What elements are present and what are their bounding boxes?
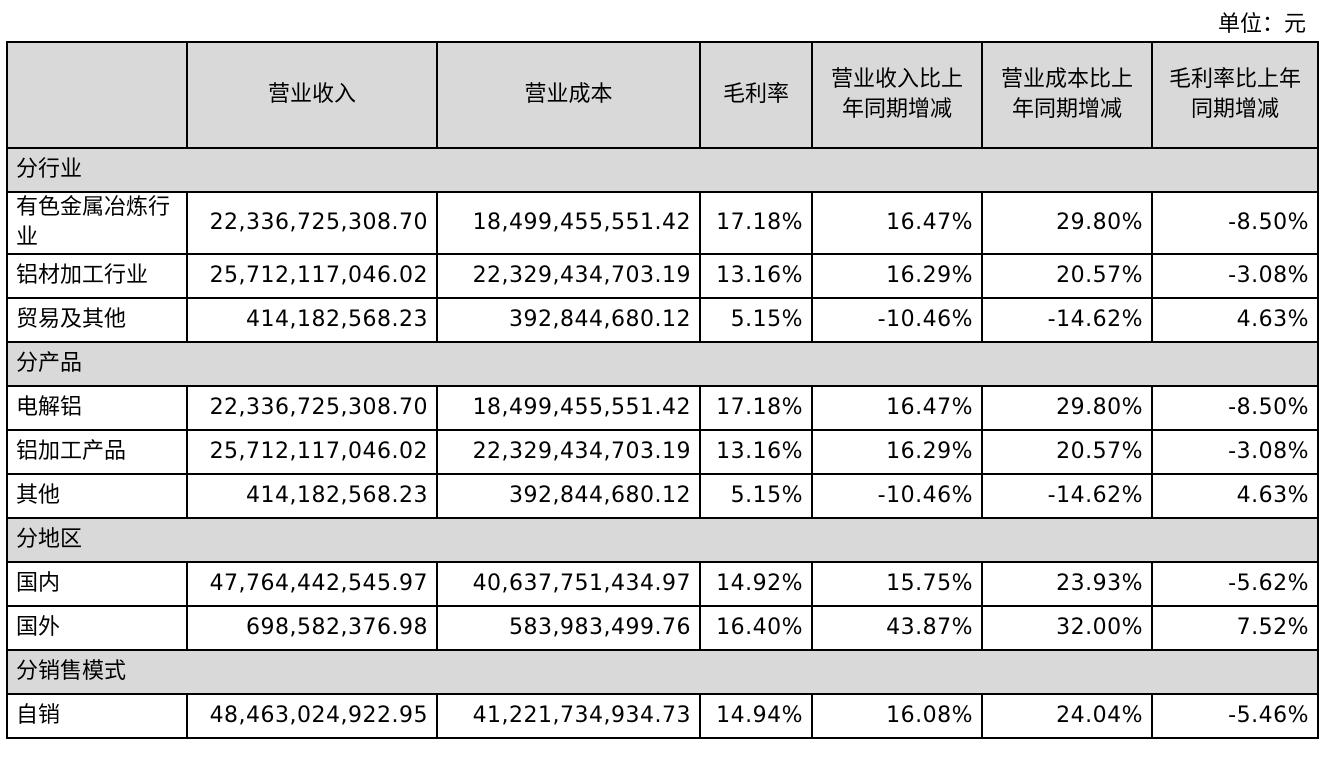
section-title: 分行业 (6, 147, 1319, 193)
gross-margin-cell: 17.18% (699, 385, 813, 431)
table-row: 电解铝 22,336,725,308.70 18,499,455,551.42 … (6, 385, 1319, 431)
section-row: 分产品 (6, 341, 1319, 387)
margin-yoy-cell: 4.63% (1151, 473, 1319, 519)
revenue-yoy-cell: 16.08% (811, 693, 983, 739)
row-label: 有色金属冶炼行业 (6, 191, 188, 255)
gross-margin-cell: 5.15% (699, 473, 813, 519)
unit-label: 单位：元 (1217, 12, 1306, 37)
margin-yoy-cell: -8.50% (1151, 191, 1319, 255)
row-label: 其他 (6, 473, 188, 519)
margin-yoy-cell: -3.08% (1151, 429, 1319, 475)
cost-yoy-cell: 29.80% (981, 385, 1153, 431)
row-label: 自销 (6, 693, 188, 739)
financial-table: 营业收入 营业成本 毛利率 营业收入比上年同期增减 营业成本比上年同期增减 毛利… (6, 41, 1319, 739)
row-label: 贸易及其他 (6, 297, 188, 343)
gross-margin-cell: 16.40% (699, 605, 813, 651)
row-label: 电解铝 (6, 385, 188, 431)
cost-yoy-cell: 23.93% (981, 561, 1153, 607)
revenue-cell: 698,582,376.98 (186, 605, 438, 651)
revenue-cell: 48,463,024,922.95 (186, 693, 438, 739)
cost-yoy-cell: -14.62% (981, 297, 1153, 343)
revenue-yoy-cell: 16.29% (811, 429, 983, 475)
row-label: 国内 (6, 561, 188, 607)
table-row: 贸易及其他 414,182,568.23 392,844,680.12 5.15… (6, 297, 1319, 343)
cost-cell: 392,844,680.12 (436, 473, 701, 519)
margin-yoy-cell: -5.46% (1151, 693, 1319, 739)
gross-margin-cell: 13.16% (699, 253, 813, 299)
header-cell-revenue: 营业收入 (186, 41, 438, 149)
cost-cell: 22,329,434,703.19 (436, 429, 701, 475)
revenue-yoy-cell: -10.46% (811, 473, 983, 519)
table-row: 铝材加工行业 25,712,117,046.02 22,329,434,703.… (6, 253, 1319, 299)
table-row: 有色金属冶炼行业 22,336,725,308.70 18,499,455,55… (6, 191, 1319, 255)
header-cell-gross-margin: 毛利率 (699, 41, 813, 149)
revenue-yoy-cell: 16.29% (811, 253, 983, 299)
row-label: 国外 (6, 605, 188, 651)
section-row: 分地区 (6, 517, 1319, 563)
margin-yoy-cell: -8.50% (1151, 385, 1319, 431)
cost-cell: 583,983,499.76 (436, 605, 701, 651)
cost-yoy-cell: 20.57% (981, 253, 1153, 299)
cost-yoy-cell: 29.80% (981, 191, 1153, 255)
revenue-cell: 414,182,568.23 (186, 473, 438, 519)
table-row: 其他 414,182,568.23 392,844,680.12 5.15% -… (6, 473, 1319, 519)
revenue-cell: 25,712,117,046.02 (186, 253, 438, 299)
revenue-cell: 414,182,568.23 (186, 297, 438, 343)
cost-cell: 41,221,734,934.73 (436, 693, 701, 739)
revenue-cell: 22,336,725,308.70 (186, 385, 438, 431)
cost-cell: 22,329,434,703.19 (436, 253, 701, 299)
table-row: 铝加工产品 25,712,117,046.02 22,329,434,703.1… (6, 429, 1319, 475)
gross-margin-cell: 13.16% (699, 429, 813, 475)
table-row: 国外 698,582,376.98 583,983,499.76 16.40% … (6, 605, 1319, 651)
cost-cell: 392,844,680.12 (436, 297, 701, 343)
margin-yoy-cell: 7.52% (1151, 605, 1319, 651)
cost-yoy-cell: -14.62% (981, 473, 1153, 519)
cost-yoy-cell: 20.57% (981, 429, 1153, 475)
header-cell-revenue-yoy: 营业收入比上年同期增减 (811, 41, 983, 149)
gross-margin-cell: 17.18% (699, 191, 813, 255)
revenue-yoy-cell: 16.47% (811, 191, 983, 255)
section-row: 分销售模式 (6, 649, 1319, 695)
gross-margin-cell: 14.92% (699, 561, 813, 607)
gross-margin-cell: 14.94% (699, 693, 813, 739)
cost-cell: 18,499,455,551.42 (436, 191, 701, 255)
header-row: 营业收入 营业成本 毛利率 营业收入比上年同期增减 营业成本比上年同期增减 毛利… (6, 41, 1319, 149)
margin-yoy-cell: -5.62% (1151, 561, 1319, 607)
revenue-yoy-cell: 16.47% (811, 385, 983, 431)
cost-yoy-cell: 24.04% (981, 693, 1153, 739)
revenue-cell: 22,336,725,308.70 (186, 191, 438, 255)
revenue-yoy-cell: -10.46% (811, 297, 983, 343)
header-cell-blank (6, 41, 188, 149)
row-label: 铝加工产品 (6, 429, 188, 475)
cost-yoy-cell: 32.00% (981, 605, 1153, 651)
cost-cell: 40,637,751,434.97 (436, 561, 701, 607)
section-title: 分产品 (6, 341, 1319, 387)
header-cell-cost-yoy: 营业成本比上年同期增减 (981, 41, 1153, 149)
table-row: 自销 48,463,024,922.95 41,221,734,934.73 1… (6, 693, 1319, 739)
section-title: 分销售模式 (6, 649, 1319, 695)
margin-yoy-cell: 4.63% (1151, 297, 1319, 343)
section-row: 分行业 (6, 147, 1319, 193)
revenue-cell: 25,712,117,046.02 (186, 429, 438, 475)
row-label: 铝材加工行业 (6, 253, 188, 299)
revenue-cell: 47,764,442,545.97 (186, 561, 438, 607)
margin-yoy-cell: -3.08% (1151, 253, 1319, 299)
header-cell-cost: 营业成本 (436, 41, 701, 149)
table-row: 国内 47,764,442,545.97 40,637,751,434.97 1… (6, 561, 1319, 607)
revenue-yoy-cell: 43.87% (811, 605, 983, 651)
header-cell-margin-yoy: 毛利率比上年同期增减 (1151, 41, 1319, 149)
cost-cell: 18,499,455,551.42 (436, 385, 701, 431)
gross-margin-cell: 5.15% (699, 297, 813, 343)
revenue-yoy-cell: 15.75% (811, 561, 983, 607)
section-title: 分地区 (6, 517, 1319, 563)
